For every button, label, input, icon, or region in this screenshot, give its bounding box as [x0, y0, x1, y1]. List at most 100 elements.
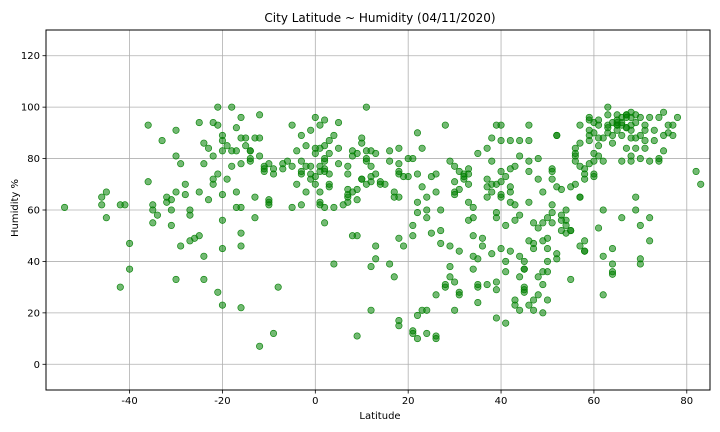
data-point [237, 304, 245, 312]
data-point [599, 134, 607, 142]
data-point [367, 306, 375, 314]
data-point [469, 203, 477, 211]
data-point [483, 193, 491, 201]
data-point [502, 319, 510, 327]
data-point [446, 263, 454, 271]
data-point [478, 234, 487, 242]
data-point [372, 170, 380, 178]
data-point [413, 209, 422, 217]
data-point [274, 283, 282, 291]
data-point [330, 260, 338, 268]
data-point [228, 162, 236, 170]
data-point [297, 167, 305, 175]
data-point [409, 232, 417, 240]
data-point [576, 139, 584, 147]
data-point [256, 152, 264, 160]
data-point [660, 108, 668, 116]
data-point [395, 317, 403, 325]
data-point [502, 221, 510, 229]
data-point [172, 275, 180, 283]
data-point [218, 216, 226, 224]
y-tick-label: 0 [34, 360, 40, 371]
data-point [525, 167, 533, 175]
data-point [413, 198, 422, 206]
data-point [469, 265, 477, 273]
data-point [330, 131, 338, 139]
data-point [534, 155, 542, 163]
data-point [692, 167, 700, 175]
data-point [325, 149, 333, 157]
y-tick-label: 20 [27, 308, 40, 319]
data-point [251, 193, 259, 201]
data-point [265, 160, 273, 168]
data-point [167, 196, 175, 204]
data-point [423, 206, 431, 214]
data-point [483, 144, 491, 152]
data-point [595, 224, 603, 232]
data-point [627, 126, 635, 134]
data-point [362, 155, 370, 163]
data-point [636, 131, 644, 139]
data-point [474, 283, 482, 291]
data-point [269, 165, 278, 173]
data-point [423, 329, 431, 337]
data-point [632, 144, 640, 152]
data-point [455, 247, 463, 255]
data-point [446, 273, 454, 281]
data-point [492, 278, 500, 286]
data-point [530, 306, 538, 314]
data-point [353, 149, 361, 157]
data-point [534, 175, 542, 183]
data-point [530, 296, 538, 304]
data-point [386, 157, 394, 165]
data-point [599, 291, 607, 299]
data-point [204, 144, 213, 152]
data-point [581, 165, 589, 173]
data-point [242, 142, 250, 150]
data-point [344, 170, 352, 178]
data-point [622, 144, 630, 152]
data-point [548, 201, 556, 209]
data-point [334, 160, 343, 168]
data-point [548, 175, 556, 183]
data-point [567, 227, 575, 235]
data-point [362, 103, 370, 111]
data-point [172, 152, 180, 160]
data-point [200, 252, 208, 260]
data-point [395, 160, 403, 168]
data-point [585, 113, 593, 121]
data-point [492, 314, 500, 322]
data-point [330, 203, 338, 211]
data-point [497, 167, 505, 175]
data-point [520, 286, 528, 294]
data-point [604, 111, 612, 119]
data-point [502, 173, 510, 181]
data-point [502, 268, 510, 276]
data-point [321, 203, 329, 211]
data-point [293, 147, 301, 155]
data-point [228, 103, 236, 111]
data-point [126, 265, 134, 273]
data-point [214, 121, 222, 129]
data-point [288, 203, 296, 211]
data-point [525, 301, 533, 309]
data-point [399, 242, 408, 250]
data-point [525, 157, 533, 165]
data-point [423, 214, 431, 222]
data-point [413, 129, 422, 137]
data-point [265, 196, 273, 204]
data-point [358, 175, 366, 183]
data-point [511, 216, 519, 224]
data-point [288, 162, 296, 170]
x-tick-label: 40 [495, 396, 508, 407]
tick-marks: -40 -20 0 20 40 60 80 0 20 40 60 80 100 120 [21, 51, 693, 407]
data-point [543, 268, 552, 276]
data-point [334, 144, 343, 152]
data-point [581, 237, 589, 245]
data-point [153, 211, 161, 219]
data-point [636, 113, 644, 121]
data-point [608, 260, 617, 268]
data-point [437, 227, 445, 235]
data-point [144, 121, 152, 129]
data-point [321, 116, 329, 124]
